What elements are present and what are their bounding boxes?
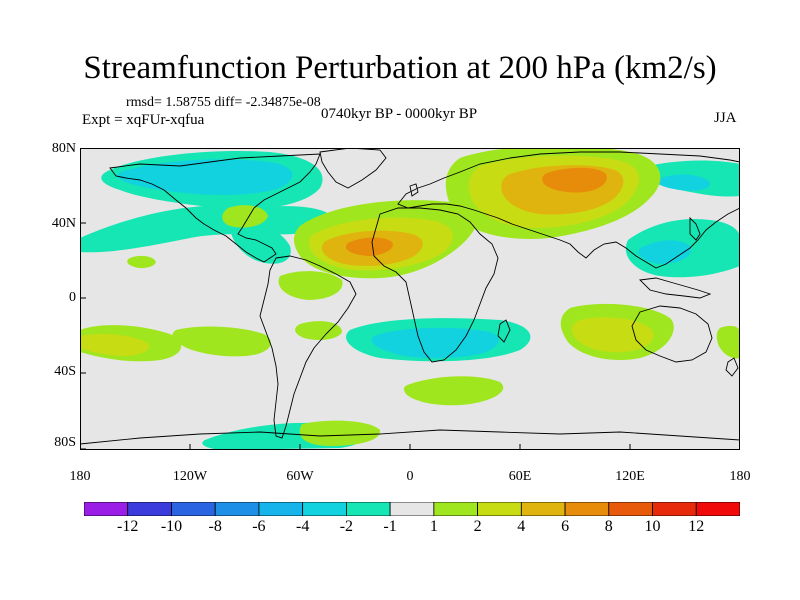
colorbar-swatch	[564, 502, 610, 516]
colorbar-label: 8	[604, 518, 613, 535]
lat-label-40s: 40S	[54, 364, 76, 379]
colorbar-swatch	[389, 502, 435, 516]
colorbar-swatch	[433, 502, 478, 516]
axis-ticks	[80, 148, 631, 450]
streamfunction-map	[80, 148, 740, 450]
colorbar-label: -6	[252, 518, 266, 535]
greenland-coast	[319, 148, 387, 189]
colorbar-swatch	[127, 502, 172, 516]
colorbar-label: -10	[160, 518, 183, 535]
colorbar-swatch	[171, 502, 216, 516]
coastlines	[80, 148, 740, 445]
colorbar-label: -4	[296, 518, 310, 535]
africa-coast	[371, 207, 499, 363]
colorbar-label: -12	[117, 518, 139, 535]
south-america-coast	[259, 255, 357, 439]
lat-label-40n: 40N	[51, 216, 76, 231]
strong-negative-fields	[117, 159, 711, 359]
period-label: 0740kyr BP - 0000kyr BP	[321, 106, 478, 122]
lon-label-0: 0	[406, 469, 414, 484]
stats-text: rmsd= 1.58755 diff= -2.34875e-08	[126, 95, 321, 110]
peak-positive-fields	[346, 167, 607, 256]
colorbar-label: -8	[208, 518, 222, 535]
colorbar-swatch	[214, 502, 260, 516]
lat-label-80n: 80N	[51, 141, 76, 156]
antarctica-coast	[80, 429, 740, 445]
lon-label-120e: 120E	[615, 469, 645, 484]
colorbar-swatch	[302, 502, 347, 516]
lon-label-180e: 180	[729, 469, 751, 484]
colorbar-label: 4	[517, 518, 526, 535]
north-america-coast	[109, 153, 321, 263]
colorbar-swatch	[520, 502, 566, 516]
colorbar-label: 10	[644, 518, 661, 535]
colorbar-label: 12	[688, 518, 705, 535]
colorbar-swatch	[652, 502, 697, 516]
experiment-label: Expt = xqFUr-xqfua	[82, 112, 205, 128]
colorbar	[84, 502, 740, 516]
lon-label-120w: 120W	[172, 469, 208, 484]
colorbar-swatch	[608, 502, 653, 516]
colorbar-label: 2	[473, 518, 482, 535]
australia-coast	[631, 305, 713, 363]
colorbar-swatch	[345, 502, 391, 516]
lon-label-60w: 60W	[286, 469, 314, 484]
colorbar-label: -2	[339, 518, 354, 535]
madagascar-coast	[497, 319, 511, 343]
lon-label-60e: 60E	[508, 469, 532, 484]
eurasia-coast	[397, 151, 740, 269]
colorbar-swatch	[84, 502, 129, 516]
colorbar-label: 1	[429, 518, 438, 535]
colorbar-swatch	[258, 502, 304, 516]
new-zealand-coast	[725, 357, 739, 377]
indonesia-coast	[639, 277, 712, 299]
lat-label-80s: 80S	[54, 435, 76, 450]
lat-label-0: 0	[69, 290, 76, 305]
colorbar-swatch	[695, 502, 740, 516]
japan-coast	[689, 216, 701, 241]
colorbar-swatch	[477, 502, 522, 516]
map-title: Streamfunction Perturbation at 200 hPa (…	[83, 50, 717, 86]
colorbar-label: 6	[561, 518, 570, 535]
uk-coast	[409, 183, 419, 197]
colorbar-label: -1	[383, 518, 397, 535]
season-label: JJA	[714, 110, 737, 126]
lon-label-180w: 180	[69, 469, 91, 484]
